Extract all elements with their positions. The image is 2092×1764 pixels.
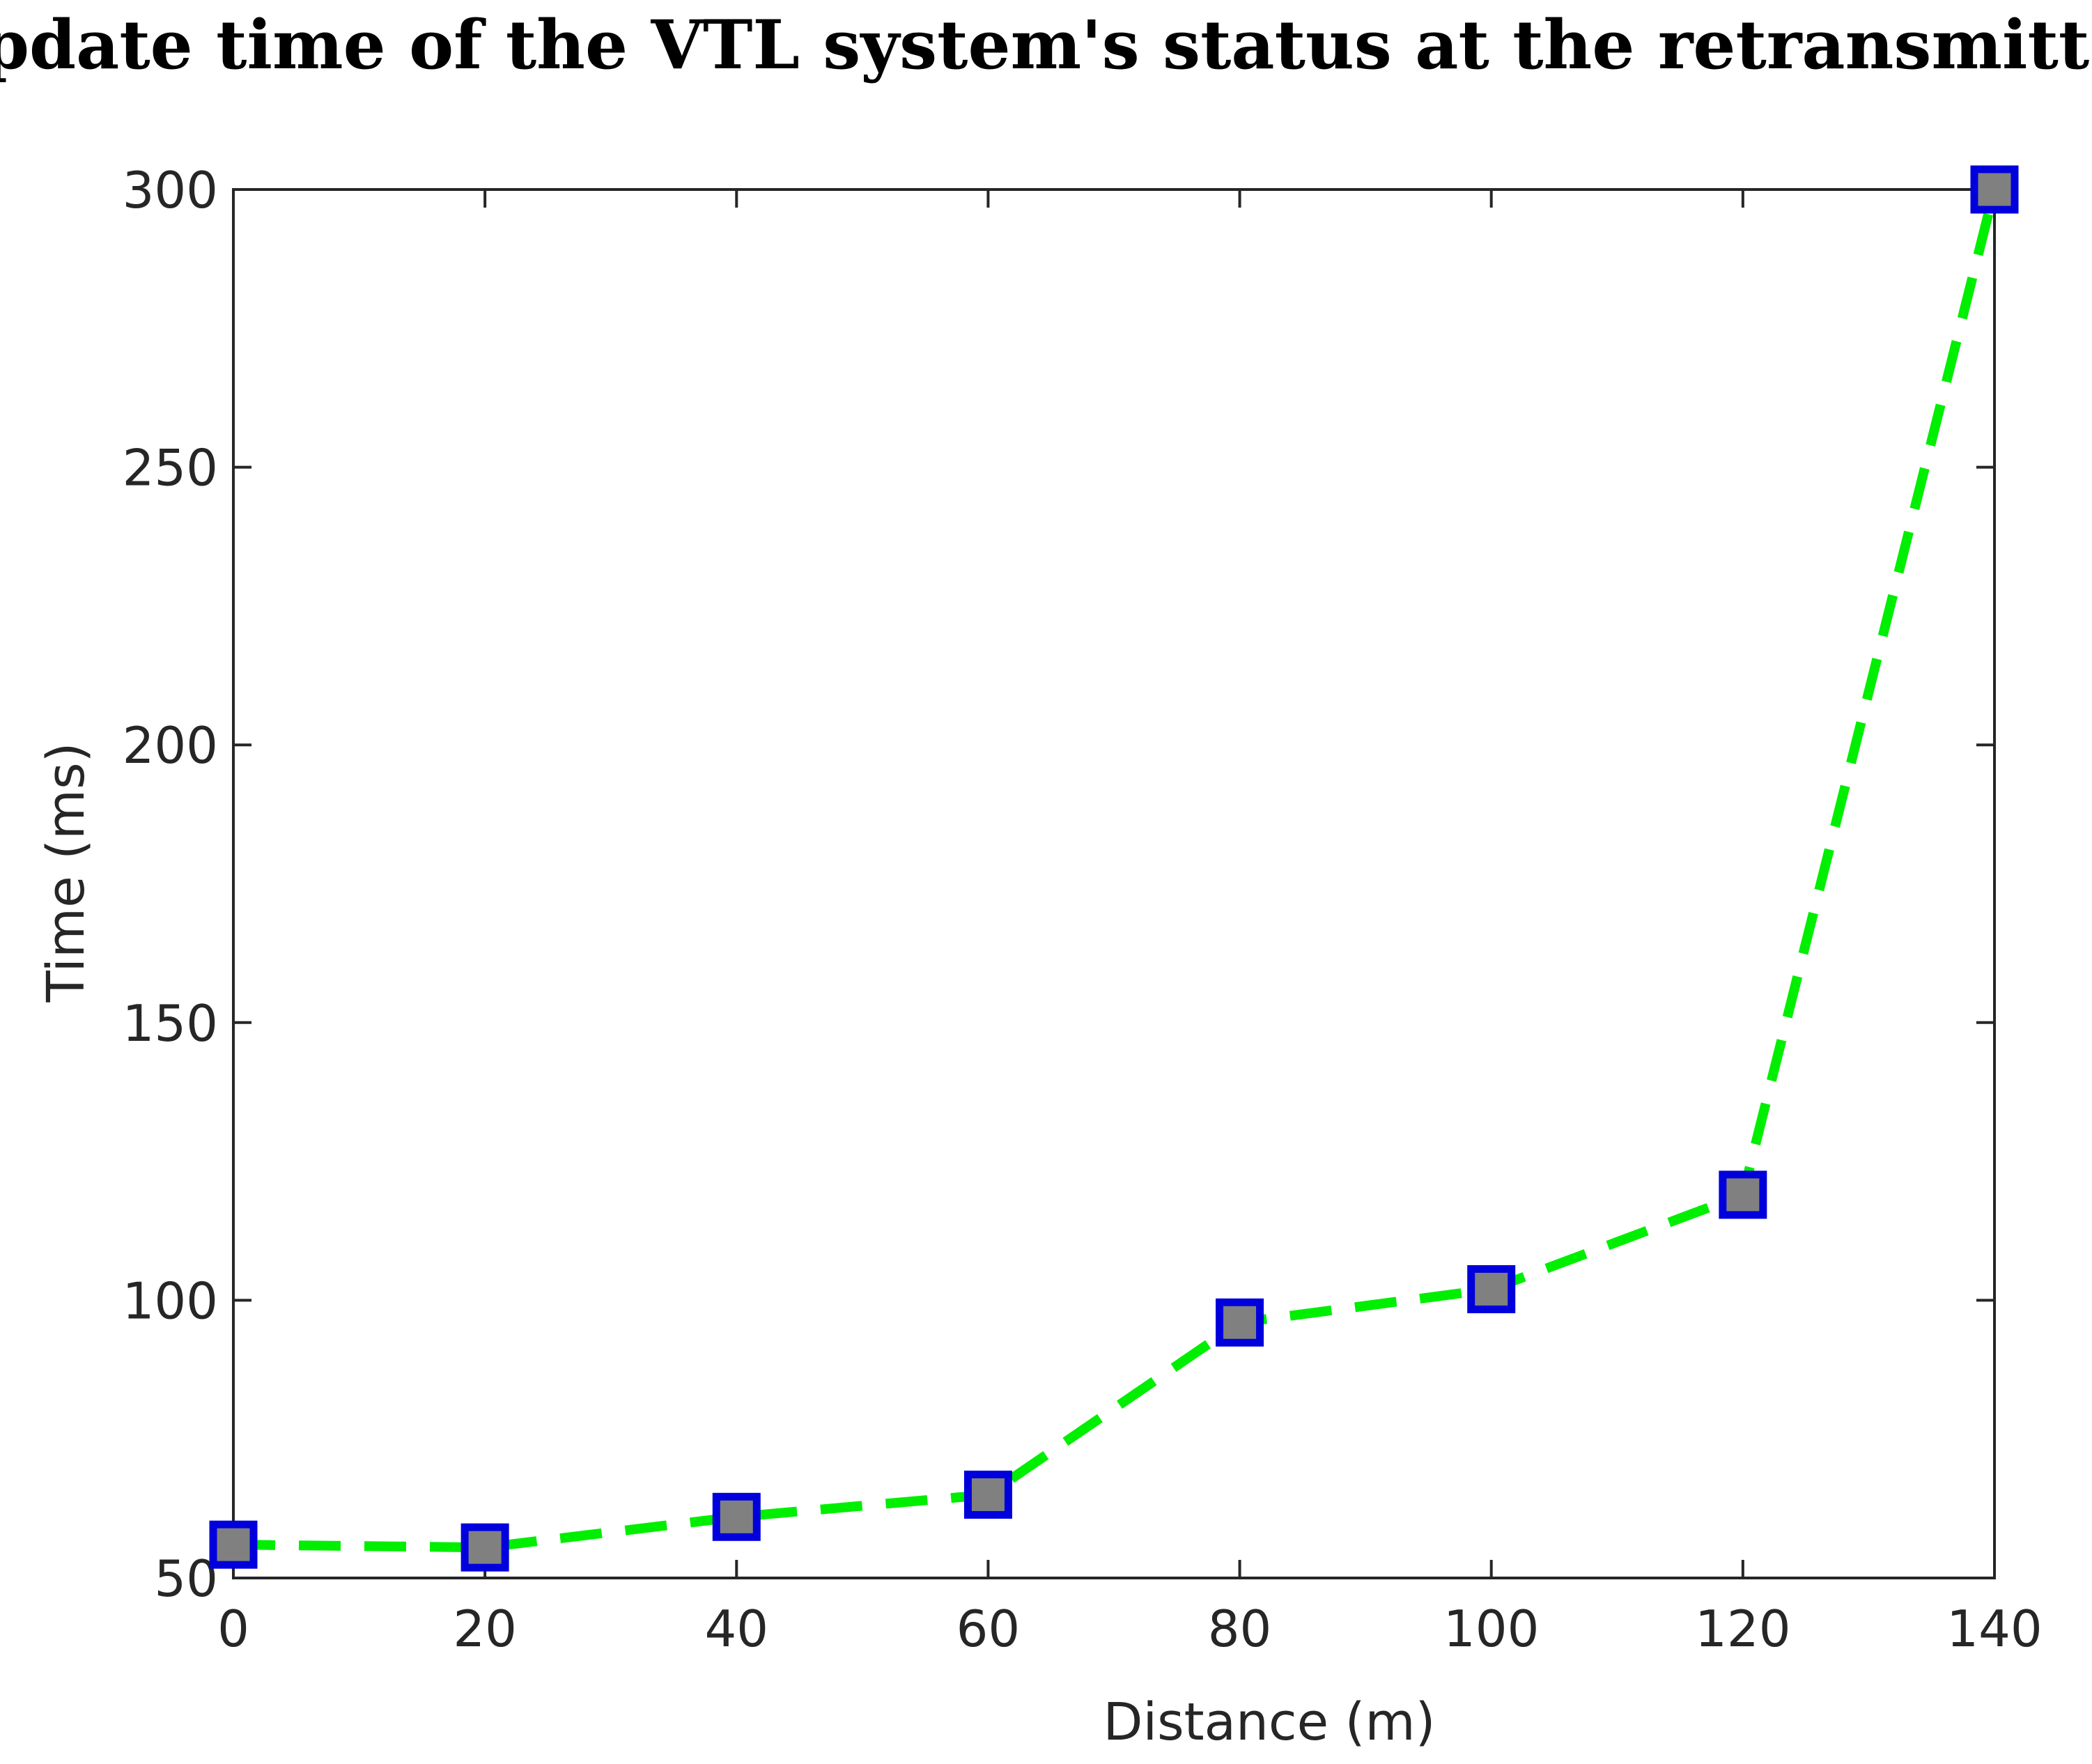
y-tick-label: 50 (154, 1549, 218, 1608)
x-axis-label: Distance (m) (1103, 1692, 1436, 1752)
y-tick-label: 100 (123, 1271, 218, 1330)
data-point-marker (1216, 1298, 1264, 1347)
y-tick-label: 200 (123, 716, 218, 775)
chart-title: Update time of the VTL system's status a… (0, 6, 2092, 84)
plot-area: 0 20 40 60 80 100 120 140 50 100 150 200 250 300 (123, 161, 2043, 1658)
y-axis-label: Time (ms) (36, 743, 96, 1003)
data-point-marker (209, 1520, 258, 1569)
x-tick-label: 60 (956, 1600, 1021, 1658)
x-tick-label: 40 (704, 1600, 768, 1658)
plot-frame (232, 188, 1996, 1579)
x-tick-label: 80 (1208, 1600, 1272, 1658)
series-line (233, 188, 1999, 1553)
x-tick-label: 0 (217, 1600, 249, 1658)
data-point-marker (963, 1470, 1012, 1519)
data-point-marker (1719, 1170, 1767, 1219)
y-tick-label: 250 (123, 439, 218, 497)
x-tick-label: 20 (453, 1600, 517, 1658)
data-point-marker (460, 1523, 509, 1572)
y-tick-label: 300 (123, 161, 218, 219)
data-point-marker (1467, 1264, 1516, 1313)
y-tick-label: 150 (123, 994, 218, 1053)
data-point-marker (712, 1492, 761, 1541)
data-point-marker (1970, 165, 2019, 214)
x-tick-label: 140 (1946, 1600, 2042, 1658)
x-tick-label: 100 (1443, 1600, 1539, 1658)
x-tick-label: 120 (1695, 1600, 1790, 1658)
